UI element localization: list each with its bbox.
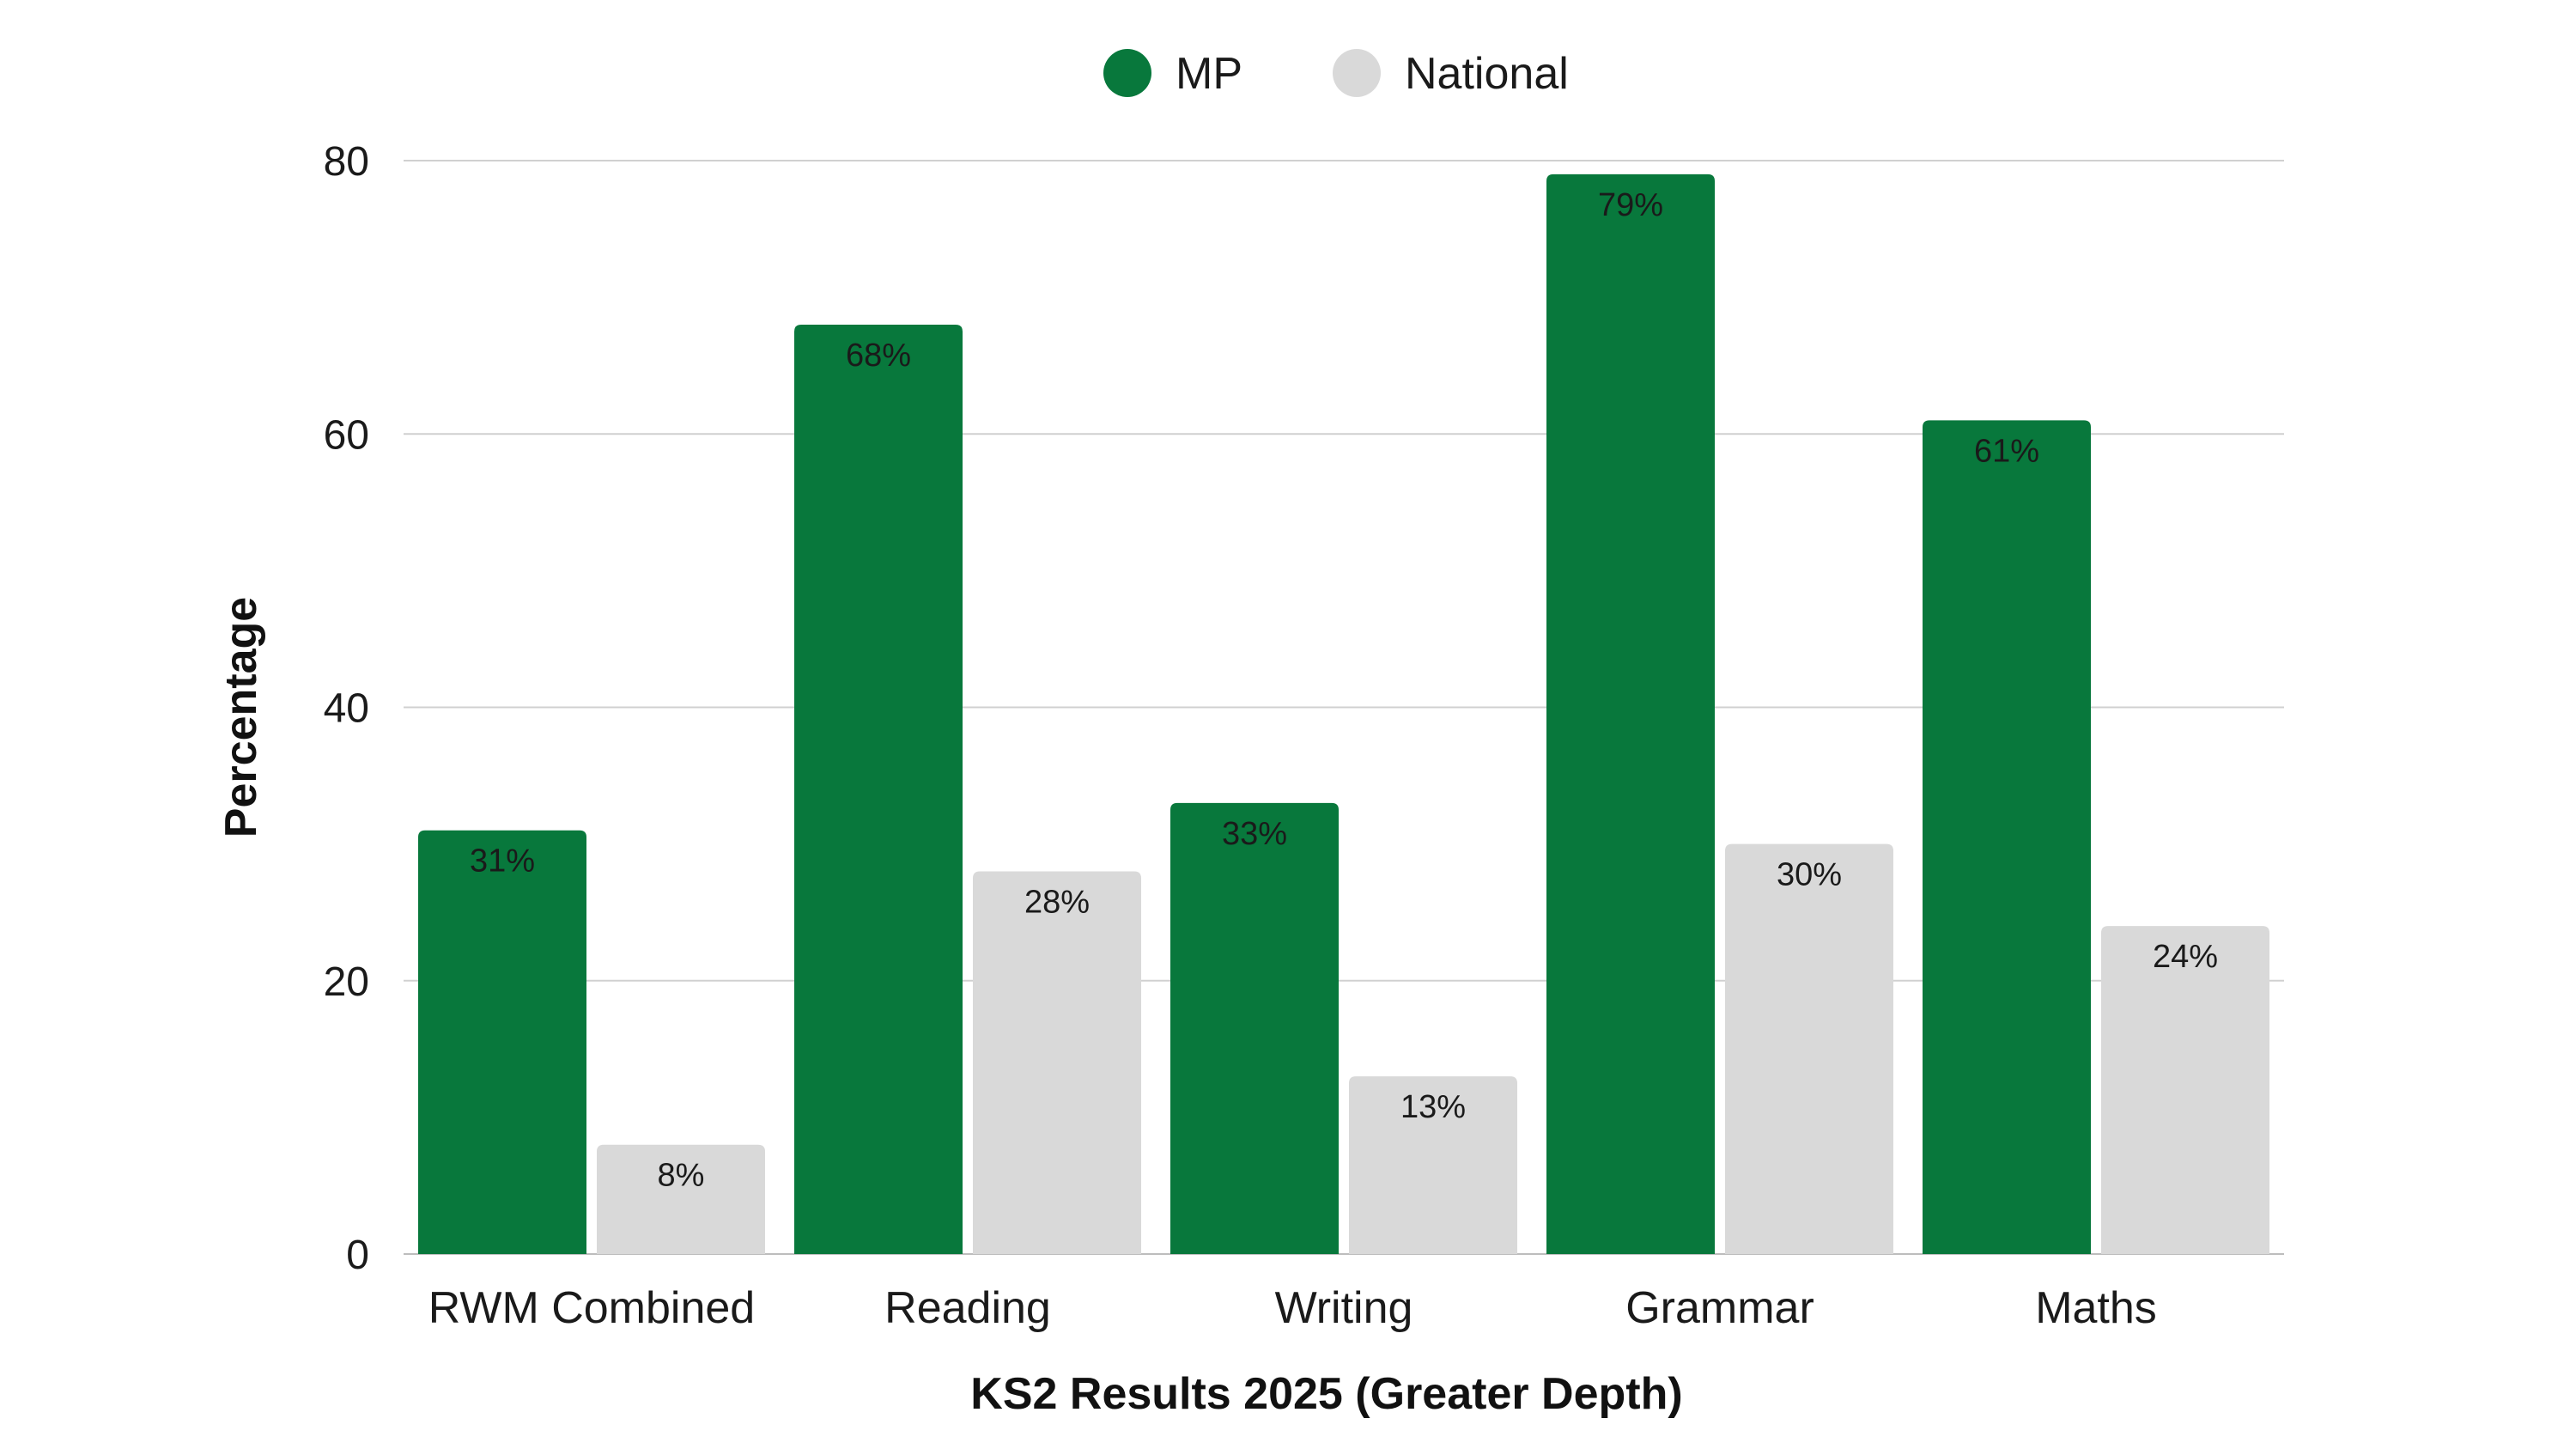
bar-national-reading bbox=[973, 871, 1141, 1254]
legend-swatch-national bbox=[1333, 49, 1381, 97]
data-label: 28% bbox=[1024, 884, 1090, 920]
data-label: 33% bbox=[1222, 816, 1287, 852]
data-labels: 31% 8% 68% 28% 33% 13% 79% 30% 61% 24% bbox=[470, 187, 2218, 1194]
y-tick-label: 0 bbox=[346, 1233, 369, 1278]
data-label: 61% bbox=[1974, 433, 2039, 469]
x-category-label: Writing bbox=[1275, 1283, 1413, 1333]
data-label: 31% bbox=[470, 843, 535, 880]
data-label: 79% bbox=[1598, 187, 1663, 223]
bar-mp-maths bbox=[1923, 420, 2091, 1254]
bar-mp-writing bbox=[1170, 802, 1339, 1254]
bar-national-maths bbox=[2101, 926, 2269, 1254]
y-axis-title: Percentage bbox=[216, 597, 266, 837]
x-category-label: Grammar bbox=[1625, 1283, 1814, 1333]
bar-mp-grammar bbox=[1546, 174, 1715, 1255]
bar-mp-rwm-combined bbox=[418, 830, 586, 1254]
data-label: 13% bbox=[1400, 1089, 1466, 1125]
legend-swatch-mp bbox=[1103, 49, 1151, 97]
y-tick-label: 60 bbox=[324, 412, 369, 458]
y-tick-label: 20 bbox=[324, 959, 369, 1005]
y-tick-label: 40 bbox=[324, 686, 369, 732]
y-axis-ticks: 0 20 40 60 80 bbox=[324, 139, 369, 1278]
data-label: 68% bbox=[846, 338, 911, 374]
x-axis-categories: RWM Combined Reading Writing Grammar Maths bbox=[428, 1283, 2157, 1333]
legend: MP National bbox=[1103, 49, 1569, 99]
x-category-label: Maths bbox=[2035, 1283, 2157, 1333]
data-label: 30% bbox=[1777, 857, 1842, 893]
bar-mp-reading bbox=[794, 324, 963, 1255]
data-label: 8% bbox=[658, 1158, 705, 1194]
bar-national-grammar bbox=[1725, 843, 1893, 1254]
bar-national-rwm-combined bbox=[597, 1144, 765, 1254]
legend-label-mp: MP bbox=[1176, 49, 1242, 99]
x-category-label: RWM Combined bbox=[428, 1283, 755, 1333]
x-axis-title: KS2 Results 2025 (Greater Depth) bbox=[970, 1369, 1682, 1419]
bar-national-writing bbox=[1349, 1076, 1517, 1254]
bars bbox=[418, 174, 2269, 1255]
legend-label-national: National bbox=[1405, 49, 1569, 99]
y-tick-label: 80 bbox=[324, 139, 369, 185]
data-label: 24% bbox=[2153, 939, 2218, 975]
x-category-label: Reading bbox=[884, 1283, 1051, 1333]
